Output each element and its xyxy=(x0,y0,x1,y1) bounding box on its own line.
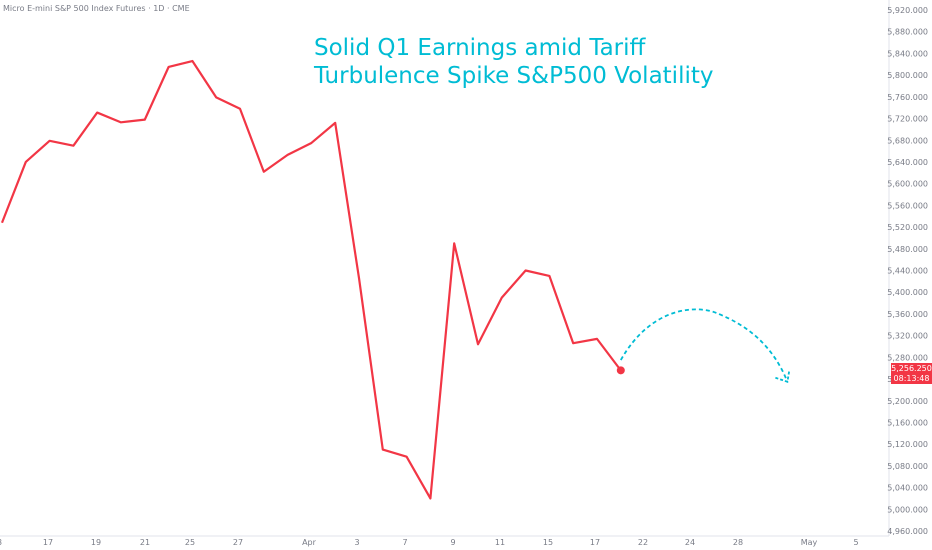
x-tick-label: 3 xyxy=(354,538,359,547)
y-tick-label: 5,720.000 xyxy=(887,115,928,124)
y-tick-label: 5,000.000 xyxy=(887,505,928,514)
x-tick-label: 19 xyxy=(91,538,101,547)
y-tick-label: 5,760.000 xyxy=(887,93,928,102)
y-tick-label: 5,280.000 xyxy=(887,353,928,362)
bar-countdown: 08:13:48 xyxy=(893,374,930,383)
y-tick-label: 4,960.000 xyxy=(887,527,928,536)
y-tick-label: 5,040.000 xyxy=(887,484,928,493)
y-tick-label: 5,400.000 xyxy=(887,288,928,297)
y-tick-label: 5,640.000 xyxy=(887,158,928,167)
x-tick-label: Apr xyxy=(302,538,317,547)
x-tick-label: 11 xyxy=(495,538,505,547)
y-tick-label: 5,320.000 xyxy=(887,332,928,341)
y-tick-label: 5,840.000 xyxy=(887,49,928,58)
x-tick-label: 17 xyxy=(590,538,600,547)
y-tick-label: 5,520.000 xyxy=(887,223,928,232)
y-tick-label: 5,440.000 xyxy=(887,267,928,276)
y-axis: 4,960.000 5,000.000 5,040.000 5,080.000 5,12… xyxy=(887,6,928,536)
x-tick-label: 13 xyxy=(0,538,2,547)
x-tick-label: 17 xyxy=(43,538,53,547)
chart-annotation-title: Solid Q1 Earnings amid Tariff Turbulence… xyxy=(314,34,713,90)
y-tick-label: 5,120.000 xyxy=(887,440,928,449)
last-price-dot xyxy=(616,366,625,375)
y-tick-label: 5,680.000 xyxy=(887,136,928,145)
y-tick-label: 5,480.000 xyxy=(887,245,928,254)
projection-arrow xyxy=(620,308,791,383)
title-line-1: Solid Q1 Earnings amid Tariff xyxy=(314,35,646,61)
symbol-header: Micro E-mini S&P 500 Index Futures · 1D … xyxy=(3,4,190,13)
last-price-badge: 5,256.250 08:13:48 xyxy=(891,363,932,384)
projection-path xyxy=(620,308,789,383)
x-tick-label: May xyxy=(801,538,818,547)
x-tick-label: 25 xyxy=(185,538,195,547)
x-tick-label: 9 xyxy=(450,538,455,547)
price-line xyxy=(0,59,625,500)
projection-arrowhead xyxy=(775,369,791,383)
x-tick-label: 5 xyxy=(853,538,858,547)
x-tick-label: 21 xyxy=(140,538,150,547)
series-line xyxy=(0,59,622,500)
x-tick-label: 27 xyxy=(233,538,243,547)
x-tick-label: 7 xyxy=(402,538,407,547)
x-tick-label: 28 xyxy=(733,538,743,547)
x-tick-label: 15 xyxy=(543,538,553,547)
y-tick-label: 5,560.000 xyxy=(887,201,928,210)
y-tick-label: 5,160.000 xyxy=(887,418,928,427)
y-tick-label: 5,080.000 xyxy=(887,462,928,471)
y-tick-label: 5,920.000 xyxy=(887,6,928,15)
x-tick-label: 22 xyxy=(638,538,648,547)
title-line-2: Turbulence Spike S&P500 Volatility xyxy=(314,63,714,89)
y-tick-label: 5,600.000 xyxy=(887,180,928,189)
last-price-value: 5,256.250 xyxy=(891,364,932,373)
x-tick-label: 24 xyxy=(685,538,695,547)
y-tick-label: 5,880.000 xyxy=(887,28,928,37)
y-tick-label: 5,200.000 xyxy=(887,397,928,406)
y-tick-label: 5,360.000 xyxy=(887,310,928,319)
x-axis: 13 17 19 21 25 27 Apr 3 7 9 11 15 17 22 24 28 May 5 xyxy=(0,538,859,547)
y-tick-label: 5,800.000 xyxy=(887,71,928,80)
